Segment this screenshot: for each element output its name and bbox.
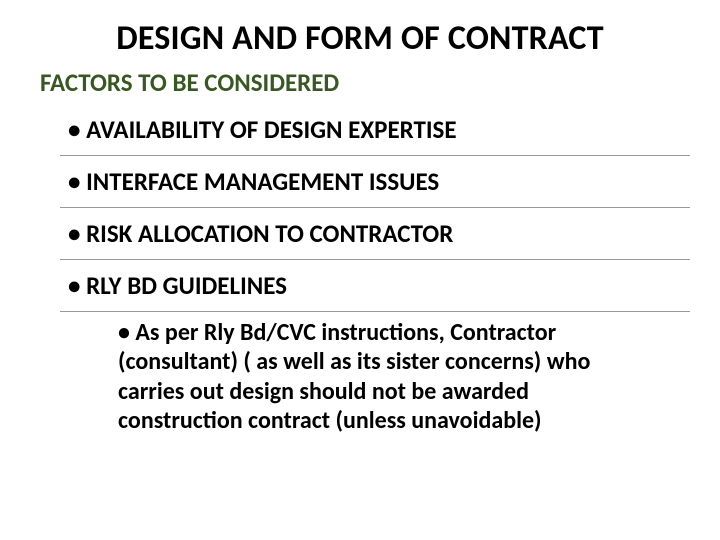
bullet-dot-icon: •	[68, 270, 80, 301]
bullet-text: INTERFACE MANAGEMENT ISSUES	[86, 166, 439, 197]
slide-container: DESIGN AND FORM OF CONTRACT FACTORS TO B…	[0, 0, 720, 540]
bullet-dot-icon: •	[118, 318, 130, 347]
bullet-dot-icon: •	[68, 166, 80, 197]
factors-subheading: FACTORS TO BE CONSIDERED	[40, 67, 690, 98]
separator-line	[60, 207, 690, 208]
bullet-item: • RISK ALLOCATION TO CONTRACTOR	[68, 212, 690, 255]
bullet-text: AVAILABILITY OF DESIGN EXPERTISE	[86, 114, 456, 145]
bullet-dot-icon: •	[68, 114, 80, 145]
sub-bullet-text: As per Rly Bd/CVC instructions, Contract…	[118, 318, 590, 435]
separator-line	[60, 155, 690, 156]
bullet-item: • RLY BD GUIDELINES	[68, 264, 690, 307]
bullet-dot-icon: •	[68, 218, 80, 249]
separator-line	[60, 259, 690, 260]
bullet-item: • INTERFACE MANAGEMENT ISSUES	[68, 160, 690, 203]
separator-line	[60, 311, 690, 312]
bullet-item: • AVAILABILITY OF DESIGN EXPERTISE	[68, 108, 690, 151]
bullet-text: RISK ALLOCATION TO CONTRACTOR	[86, 218, 453, 249]
sub-bullet-item: • As per Rly Bd/CVC instructions, Contra…	[118, 318, 650, 435]
slide-title: DESIGN AND FORM OF CONTRACT	[30, 18, 690, 59]
bullet-text: RLY BD GUIDELINES	[86, 270, 287, 301]
